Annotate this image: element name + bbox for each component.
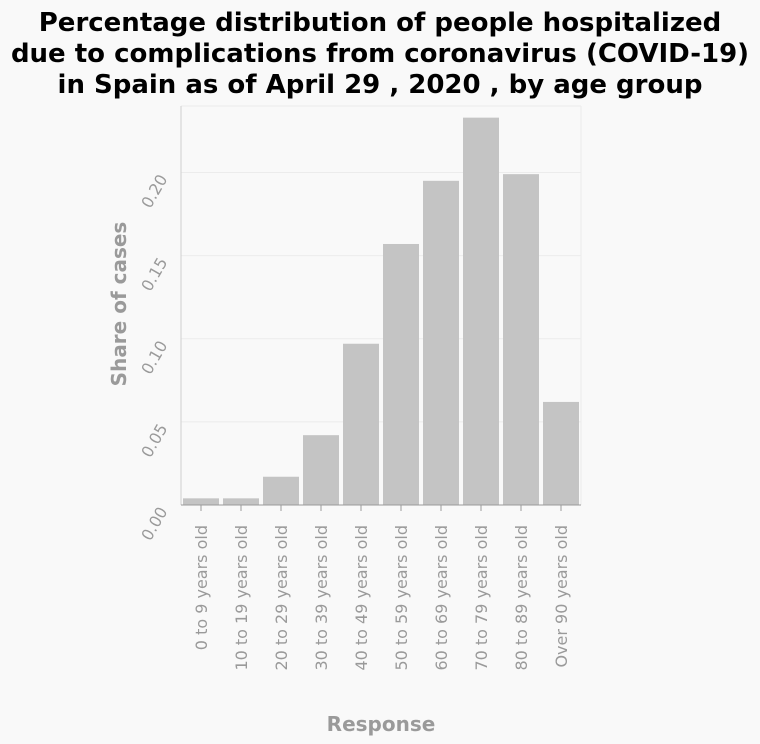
- chart-title-line-1: Percentage distribution of people hospit…: [38, 8, 722, 38]
- bar: [543, 401, 579, 505]
- x-axis-label: Response: [327, 712, 436, 736]
- x-tick-label: 70 to 79 years old: [472, 525, 491, 671]
- bar: [223, 498, 259, 505]
- bar: [183, 498, 219, 505]
- bar: [343, 343, 379, 505]
- bar: [263, 476, 299, 505]
- x-tick-label: 10 to 19 years old: [232, 525, 251, 671]
- y-tick-label: 0.00: [137, 504, 171, 544]
- y-axis-label: Share of cases: [107, 222, 131, 387]
- chart-title-line-3: in Spain as of April 29 , 2020 , by age …: [57, 70, 703, 100]
- chart-title-line-2: due to complications from coronavirus (C…: [10, 39, 750, 69]
- x-tick-label: 30 to 39 years old: [312, 525, 331, 671]
- bar: [463, 117, 499, 505]
- x-tick-label: 40 to 49 years old: [352, 525, 371, 671]
- bar: [503, 174, 539, 505]
- bars-layer: [183, 117, 579, 506]
- x-tick-label: 60 to 69 years old: [432, 525, 451, 671]
- x-tick-label: Over 90 years old: [552, 525, 571, 668]
- x-tick-label: 80 to 89 years old: [512, 525, 531, 671]
- x-tick-label: 50 to 59 years old: [392, 525, 411, 671]
- bar: [303, 435, 339, 505]
- bar: [423, 180, 459, 505]
- y-tick-label: 0.15: [137, 254, 171, 294]
- bar: [383, 243, 419, 506]
- y-tick-label: 0.10: [137, 337, 171, 377]
- x-tick-label: 20 to 29 years old: [272, 525, 291, 671]
- y-tick-label: 0.20: [137, 171, 171, 211]
- y-tick-label: 0.05: [137, 420, 171, 460]
- x-tick-label: 0 to 9 years old: [192, 525, 211, 650]
